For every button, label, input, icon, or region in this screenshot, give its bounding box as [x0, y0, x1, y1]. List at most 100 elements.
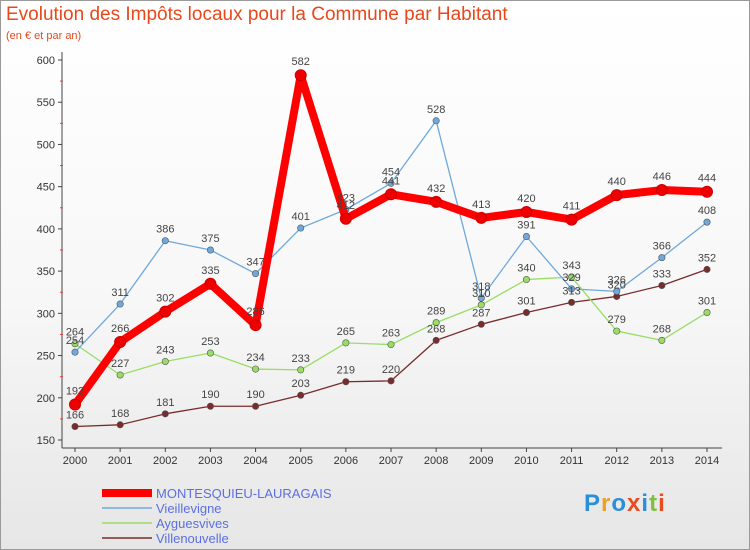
data-point: [385, 188, 397, 201]
x-tick-label: 2003: [198, 455, 222, 467]
logo-letter: i: [641, 490, 650, 517]
data-point: [568, 273, 576, 281]
data-label: 287: [472, 307, 490, 319]
data-point: [294, 69, 307, 82]
data-label: 326: [608, 274, 626, 286]
data-point: [114, 336, 127, 349]
data-point: [568, 285, 576, 293]
x-tick-label: 2013: [650, 455, 674, 467]
data-label: 310: [472, 288, 490, 300]
data-point: [475, 211, 488, 224]
logo-letter: t: [649, 490, 659, 517]
data-label: 268: [427, 323, 445, 335]
data-label: 408: [698, 205, 716, 217]
data-label: 391: [517, 219, 535, 231]
data-label: 343: [562, 260, 580, 272]
y-tick-label: 250: [37, 351, 55, 363]
data-label: 264: [66, 327, 84, 339]
legend: MONTESQUIEU-LAURAGAISVieillevigneAyguesv…: [102, 486, 332, 546]
data-label: 190: [246, 389, 264, 401]
data-label: 329: [562, 272, 580, 284]
data-point: [206, 246, 214, 254]
data-point: [610, 189, 623, 202]
data-point: [252, 365, 260, 373]
data-label: 454: [382, 166, 400, 178]
chart-subtitle: (en € et par an): [6, 30, 82, 42]
data-point: [342, 378, 350, 386]
data-point: [703, 265, 711, 273]
data-point: [613, 327, 621, 335]
data-point: [116, 371, 124, 379]
data-point: [249, 319, 262, 332]
data-point: [206, 349, 214, 357]
x-tick-label: 2005: [288, 455, 312, 467]
data-point: [206, 402, 214, 410]
data-point: [432, 319, 440, 327]
data-point: [297, 391, 305, 399]
data-point: [522, 308, 530, 316]
data-point: [430, 195, 443, 208]
x-tick-label: 2006: [334, 455, 358, 467]
data-label: 440: [608, 176, 626, 188]
logo-letter: x: [627, 490, 642, 517]
x-tick-label: 2004: [243, 455, 267, 467]
logo-letter: P: [584, 490, 602, 517]
data-label: 352: [698, 252, 716, 264]
data-label: 266: [111, 323, 129, 335]
y-tick-label: 500: [37, 139, 55, 151]
legend-label: Ayguesvives: [156, 516, 229, 531]
data-label: 192: [66, 386, 84, 398]
data-point: [387, 179, 395, 187]
data-label: 412: [337, 200, 355, 212]
data-label: 528: [427, 104, 445, 116]
data-label: 320: [608, 279, 626, 291]
data-point: [432, 336, 440, 344]
data-label: 203: [292, 378, 310, 390]
data-label: 219: [337, 365, 355, 377]
data-label: 268: [653, 323, 671, 335]
data-label: 265: [337, 326, 355, 338]
data-label: 347: [246, 257, 264, 269]
y-tick-label: 600: [37, 55, 55, 67]
data-label: 168: [111, 408, 129, 420]
data-label: 340: [517, 263, 535, 275]
data-point: [522, 276, 530, 284]
data-point: [342, 339, 350, 347]
data-label: 220: [382, 364, 400, 376]
data-point: [297, 366, 305, 374]
x-tick-label: 2008: [424, 455, 448, 467]
data-point: [477, 294, 485, 302]
x-tick-label: 2012: [604, 455, 628, 467]
data-label: 166: [66, 409, 84, 421]
data-point: [522, 232, 530, 240]
data-point: [69, 398, 81, 411]
data-point: [161, 410, 169, 418]
data-point: [161, 357, 169, 365]
data-label: 302: [156, 293, 174, 305]
data-point: [703, 308, 711, 316]
data-label: 301: [517, 295, 535, 307]
data-label: 444: [698, 173, 716, 185]
y-tick-label: 150: [37, 435, 55, 447]
data-label: 401: [292, 211, 310, 223]
data-label: 253: [201, 336, 219, 348]
y-tick-label: 350: [37, 266, 55, 278]
data-point: [658, 336, 666, 344]
series-lines: [69, 69, 713, 430]
data-point: [159, 305, 172, 318]
data-label: 582: [292, 56, 310, 68]
data-point: [565, 213, 578, 226]
data-label: 311: [111, 287, 129, 299]
data-label: 227: [111, 358, 129, 370]
data-label: 313: [562, 285, 580, 297]
data-point: [568, 298, 576, 306]
legend-label: Vieillevigne: [156, 501, 222, 516]
data-point: [339, 212, 352, 225]
data-label: 386: [156, 224, 174, 236]
data-label: 411: [563, 201, 581, 213]
data-label: 375: [201, 233, 219, 245]
data-point: [477, 320, 485, 328]
data-label: 432: [427, 183, 445, 195]
data-label: 234: [246, 352, 264, 364]
